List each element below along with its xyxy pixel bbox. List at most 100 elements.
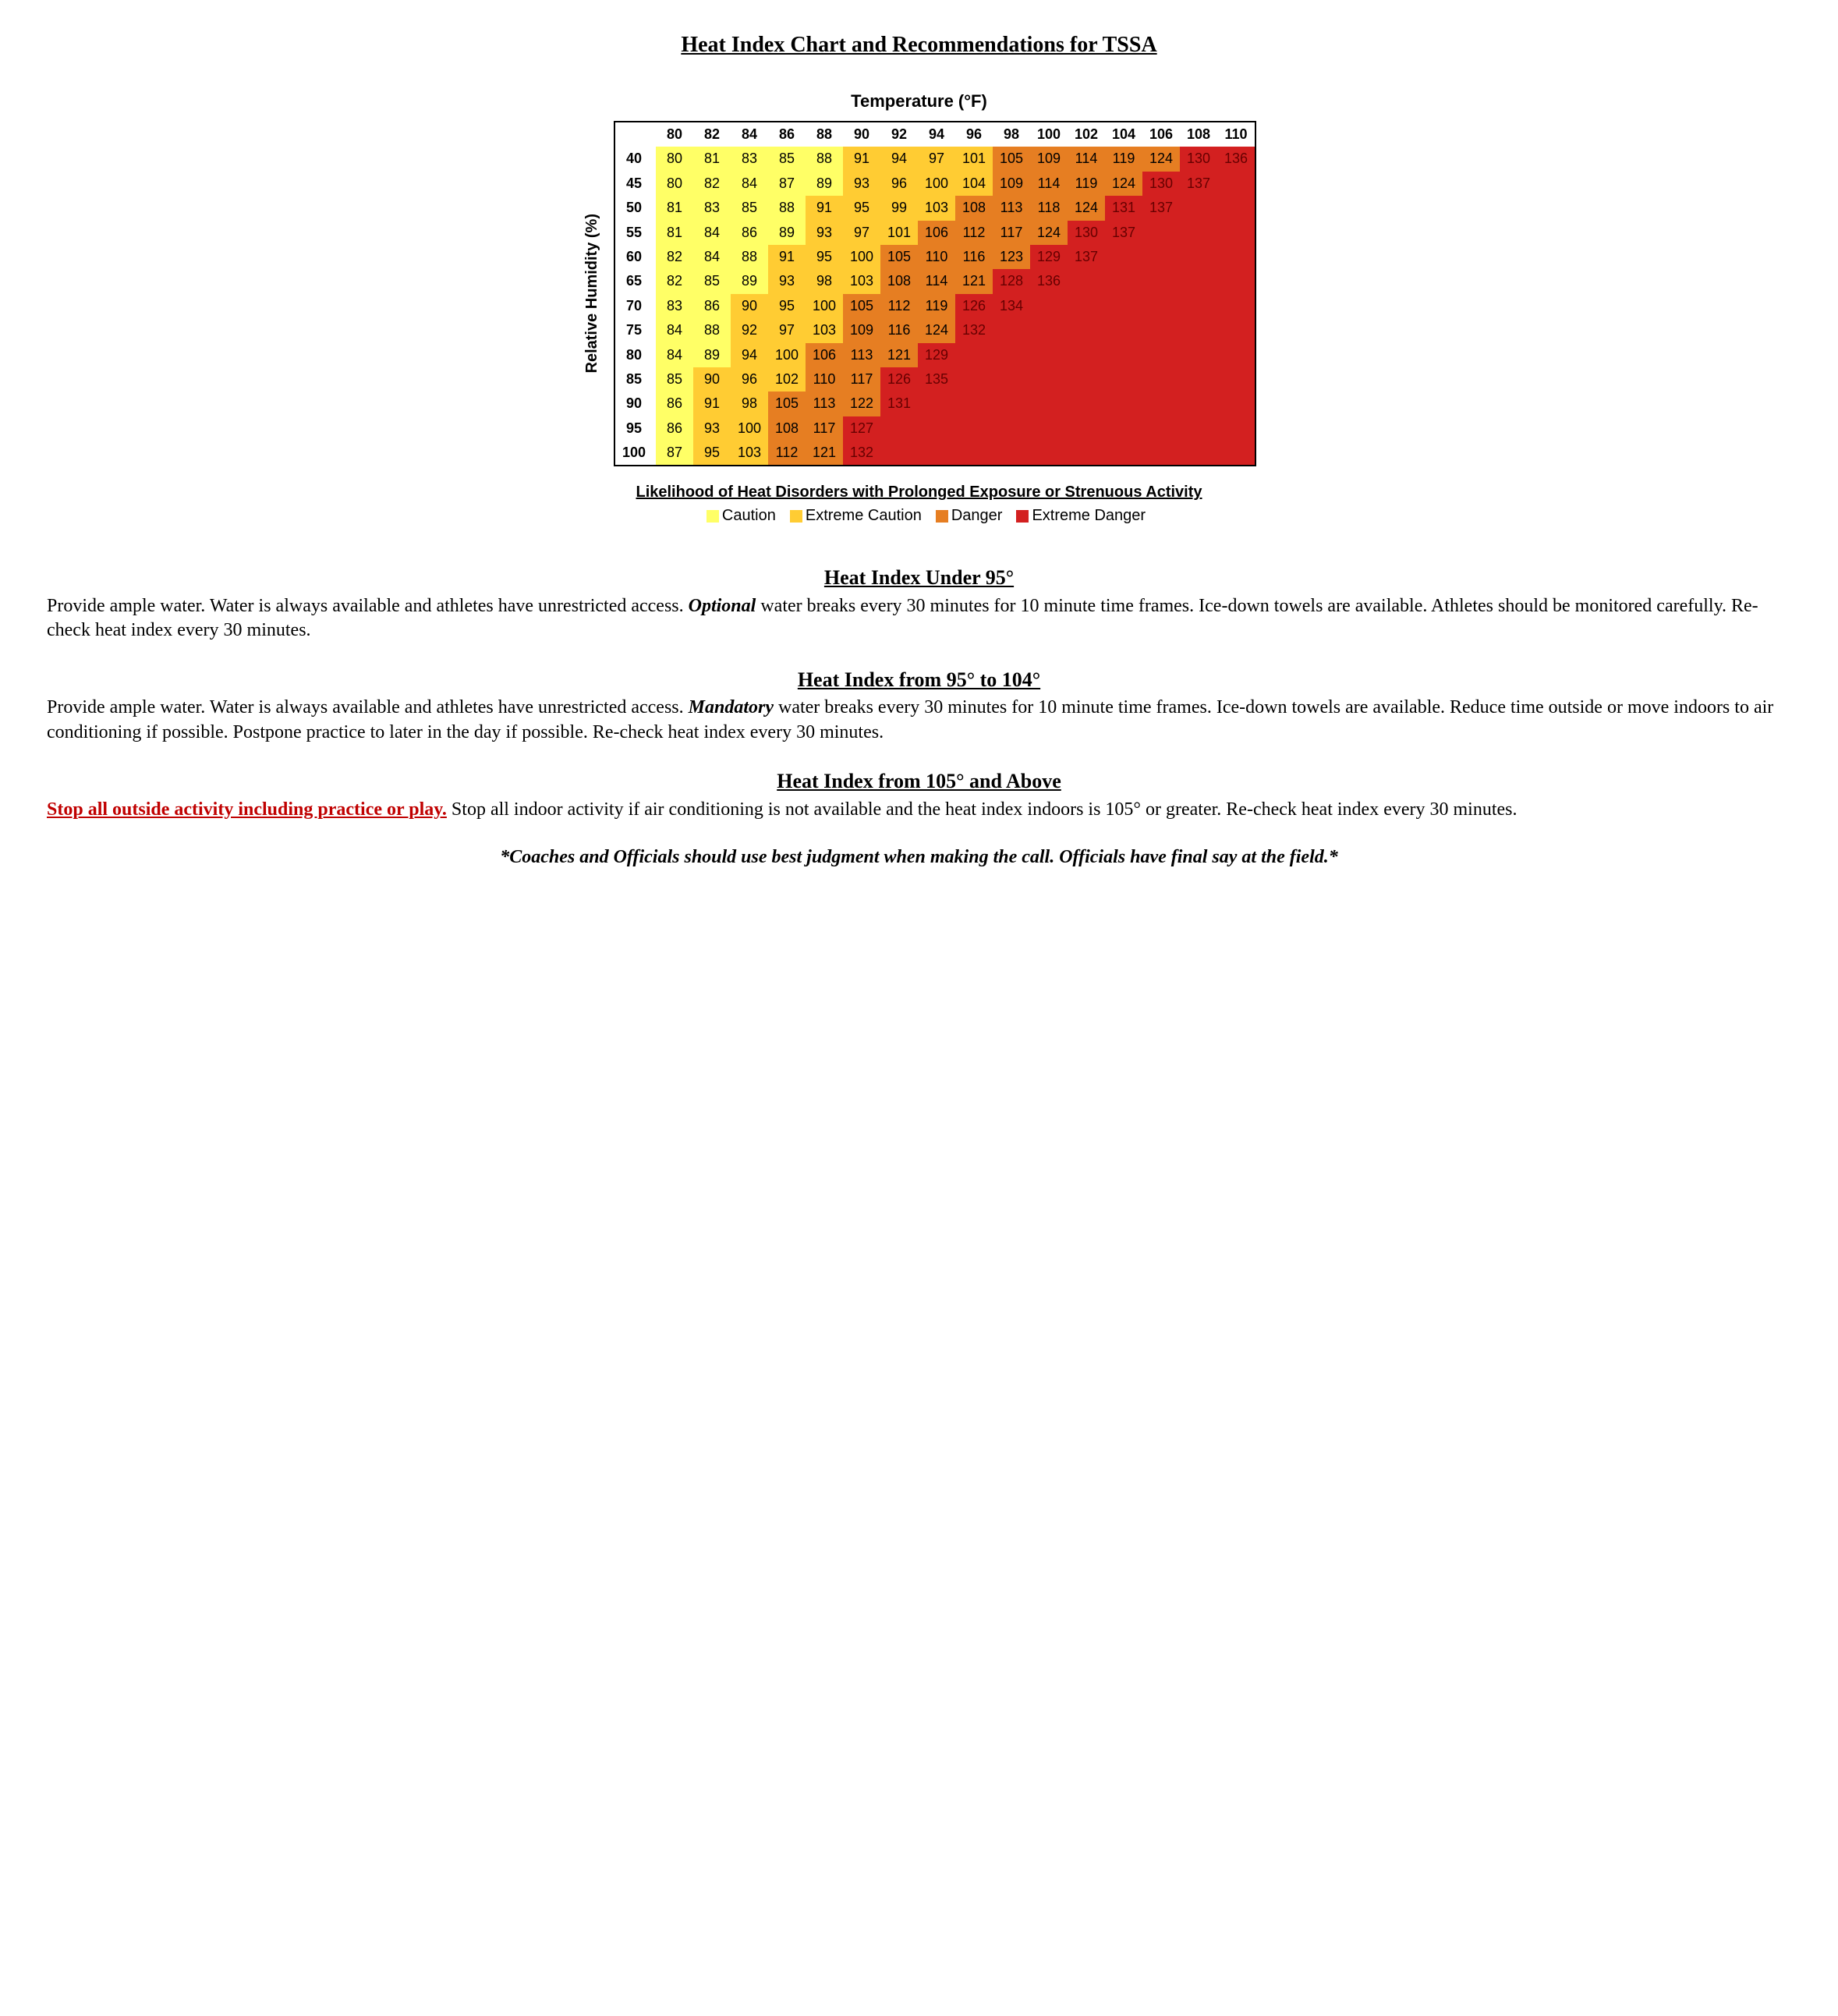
- temp-header: 102: [1068, 122, 1105, 147]
- heat-cell: 81: [656, 221, 693, 245]
- heat-cell: 98: [731, 392, 768, 416]
- chart-container: Relative Humidity (%) 808284868890929496…: [47, 121, 1791, 466]
- heat-cell: 119: [918, 294, 955, 318]
- legend-row: CautionExtreme CautionDangerExtreme Dang…: [47, 505, 1791, 526]
- heat-cell: [1142, 441, 1180, 466]
- section3-body: Stop all outside activity including prac…: [47, 798, 1791, 822]
- heat-cell: [1105, 441, 1142, 466]
- heat-cell: 106: [806, 343, 843, 367]
- heat-cell: 131: [1105, 196, 1142, 220]
- humidity-header: 70: [614, 294, 656, 318]
- section3-rest: Stop all indoor activity if air conditio…: [447, 799, 1518, 820]
- temp-header: 110: [1217, 122, 1255, 147]
- heat-cell: 97: [918, 147, 955, 171]
- heat-cell: [1180, 441, 1217, 466]
- heat-cell: 112: [768, 441, 806, 466]
- temp-header: 106: [1142, 122, 1180, 147]
- heat-cell: 128: [993, 269, 1030, 293]
- heat-cell: [1142, 221, 1180, 245]
- legend-label: Extreme Caution: [806, 507, 922, 524]
- heat-cell: 94: [731, 343, 768, 367]
- heat-cell: [1068, 367, 1105, 392]
- section2-emph: Mandatory: [689, 697, 774, 717]
- heat-cell: [1180, 294, 1217, 318]
- heat-cell: [1217, 343, 1255, 367]
- heat-cell: [1180, 221, 1217, 245]
- section3-stop: Stop all outside activity including prac…: [47, 799, 447, 820]
- heat-cell: 105: [768, 392, 806, 416]
- heat-cell: 124: [1030, 221, 1068, 245]
- heat-cell: [1180, 343, 1217, 367]
- heat-cell: [1142, 392, 1180, 416]
- heat-cell: 90: [731, 294, 768, 318]
- heat-cell: 94: [880, 147, 918, 171]
- legend-label: Extreme Danger: [1032, 507, 1146, 524]
- heat-cell: 100: [918, 172, 955, 196]
- temp-header: 104: [1105, 122, 1142, 147]
- heat-cell: 100: [843, 245, 880, 269]
- heat-cell: [1105, 294, 1142, 318]
- heat-cell: [1142, 416, 1180, 441]
- heat-cell: 124: [1142, 147, 1180, 171]
- heat-cell: 126: [955, 294, 993, 318]
- temp-header: 108: [1180, 122, 1217, 147]
- heat-cell: 88: [693, 318, 731, 342]
- heat-cell: 130: [1180, 147, 1217, 171]
- heat-cell: 136: [1217, 147, 1255, 171]
- heat-cell: 114: [918, 269, 955, 293]
- heat-cell: 113: [843, 343, 880, 367]
- heat-cell: [1030, 416, 1068, 441]
- section1-body: Provide ample water. Water is always ava…: [47, 594, 1791, 643]
- heat-cell: [1068, 441, 1105, 466]
- heat-cell: 83: [656, 294, 693, 318]
- heat-cell: 90: [693, 367, 731, 392]
- legend-swatch: [707, 510, 719, 523]
- heat-cell: 88: [731, 245, 768, 269]
- section1-emph: Optional: [689, 596, 756, 616]
- heat-cell: [1105, 269, 1142, 293]
- heat-cell: 81: [693, 147, 731, 171]
- heat-cell: [880, 416, 918, 441]
- heat-cell: 97: [768, 318, 806, 342]
- temp-header: 94: [918, 122, 955, 147]
- temp-header: 90: [843, 122, 880, 147]
- heat-cell: [1030, 392, 1068, 416]
- humidity-header: 85: [614, 367, 656, 392]
- heat-cell: [1142, 367, 1180, 392]
- heat-cell: 110: [918, 245, 955, 269]
- heat-cell: [1030, 343, 1068, 367]
- heat-cell: 121: [955, 269, 993, 293]
- heat-cell: 85: [693, 269, 731, 293]
- heat-cell: 93: [768, 269, 806, 293]
- heat-cell: 100: [806, 294, 843, 318]
- heat-cell: 82: [656, 245, 693, 269]
- heat-cell: 95: [843, 196, 880, 220]
- heat-cell: [1217, 318, 1255, 342]
- heat-cell: 80: [656, 147, 693, 171]
- heat-cell: [1217, 441, 1255, 466]
- heat-cell: [1142, 245, 1180, 269]
- heat-cell: [1217, 392, 1255, 416]
- heat-cell: 81: [656, 196, 693, 220]
- heat-cell: 134: [993, 294, 1030, 318]
- heat-cell: [1180, 416, 1217, 441]
- heat-cell: [918, 416, 955, 441]
- heat-cell: [955, 392, 993, 416]
- y-axis-label: Relative Humidity (%): [582, 214, 602, 373]
- humidity-header: 90: [614, 392, 656, 416]
- heat-cell: [1180, 269, 1217, 293]
- heat-cell: 137: [1105, 221, 1142, 245]
- heat-cell: [1030, 441, 1068, 466]
- heat-cell: 103: [731, 441, 768, 466]
- heat-cell: 105: [880, 245, 918, 269]
- heat-cell: [1105, 416, 1142, 441]
- heat-cell: 103: [806, 318, 843, 342]
- heat-cell: 87: [768, 172, 806, 196]
- heat-cell: [955, 343, 993, 367]
- page-title: Heat Index Chart and Recommendations for…: [47, 31, 1791, 59]
- heat-cell: 110: [806, 367, 843, 392]
- heat-cell: 92: [731, 318, 768, 342]
- heat-cell: 114: [1068, 147, 1105, 171]
- heat-cell: [1068, 318, 1105, 342]
- heat-cell: 91: [806, 196, 843, 220]
